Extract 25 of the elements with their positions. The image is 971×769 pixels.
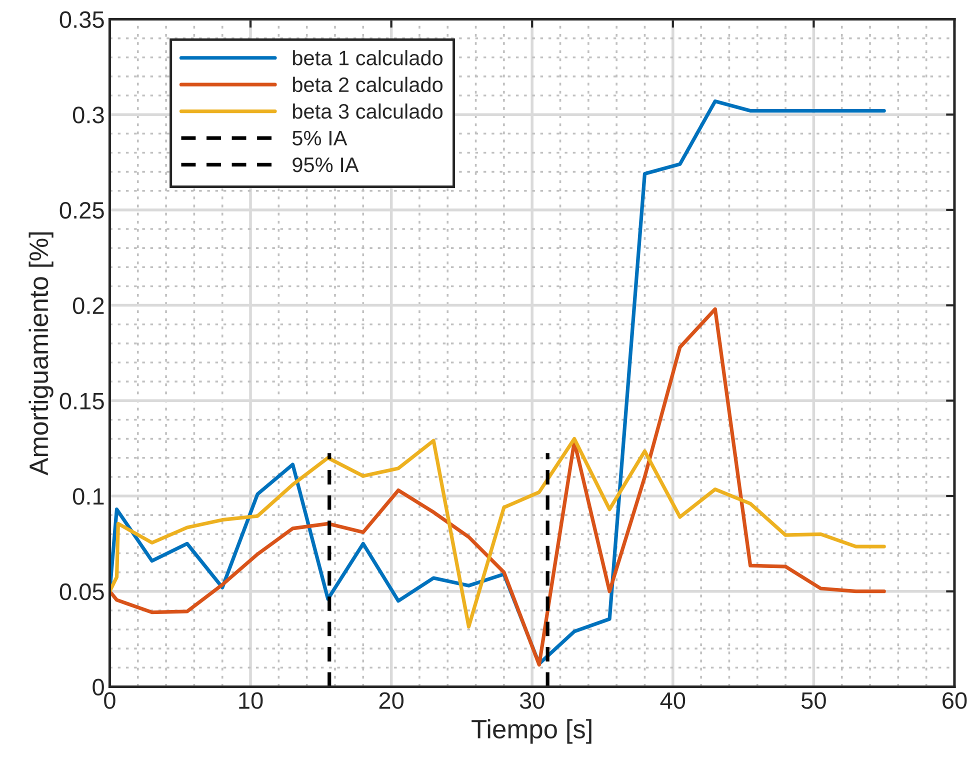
- y-tick-label: 0: [92, 678, 104, 696]
- legend-label: beta 2 calculado: [293, 76, 443, 92]
- y-tick-label: 0.3: [72, 106, 104, 124]
- x-axis-title: Tiempo [s]: [472, 719, 592, 744]
- x-tick-label: 50: [802, 692, 826, 709]
- legend-label: beta 1 calculado: [293, 50, 443, 66]
- line-series: [110, 436, 886, 628]
- x-tick-label: 40: [660, 692, 686, 709]
- y-tick-label: 0.25: [60, 202, 104, 219]
- y-tick-label: 0.15: [60, 392, 104, 410]
- x-tick-label: 60: [942, 692, 967, 709]
- y-tick-label: 0.2: [72, 297, 104, 314]
- y-tick-label: 0.35: [60, 11, 104, 28]
- line-series: [110, 99, 886, 666]
- legend-label: beta 3 calculado: [293, 103, 443, 119]
- line-series: [110, 307, 886, 667]
- y-tick-label: 0.1: [72, 488, 104, 505]
- y-tick-label: 0.05: [60, 583, 104, 600]
- legend-label: 95% IA: [292, 157, 359, 172]
- x-tick-label: 30: [520, 692, 544, 709]
- legend-label: 5% IA: [292, 130, 348, 146]
- x-tick-label: 10: [239, 692, 263, 709]
- x-tick-label: 0: [104, 692, 116, 709]
- x-tick-label: 20: [379, 692, 404, 709]
- y-axis-title: Amortiguamiento [%]: [28, 232, 54, 476]
